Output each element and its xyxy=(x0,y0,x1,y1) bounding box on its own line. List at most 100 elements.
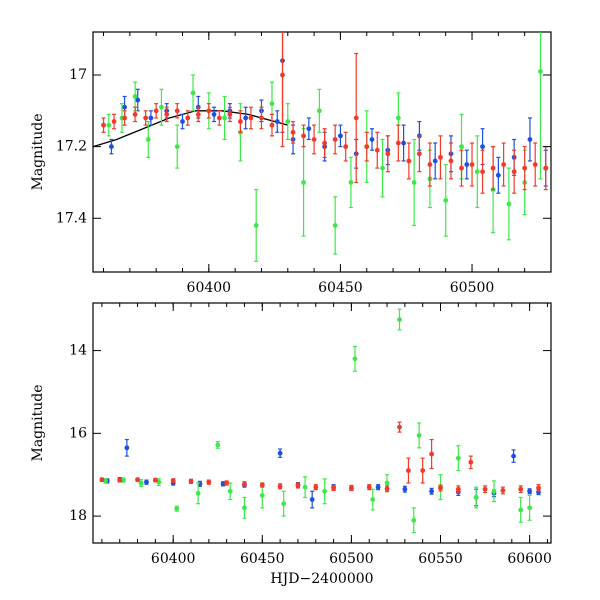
red-point xyxy=(532,162,538,167)
red-point xyxy=(500,488,506,493)
x-tick-label: 60550 xyxy=(418,551,463,567)
red-point xyxy=(311,137,317,142)
blue-point xyxy=(464,162,470,167)
red-point xyxy=(416,151,422,157)
blue-point xyxy=(211,111,217,117)
green-point xyxy=(380,165,385,171)
red-point xyxy=(459,165,464,171)
x-tick-label: 60400 xyxy=(151,551,196,567)
red-point xyxy=(406,158,412,164)
red-point xyxy=(238,119,243,124)
red-point xyxy=(277,483,283,489)
red-point xyxy=(331,485,336,491)
red-point xyxy=(206,108,212,114)
red-point xyxy=(536,485,541,491)
blue-point xyxy=(402,486,408,492)
green-point xyxy=(159,104,164,110)
bottom-plot-area xyxy=(99,308,541,534)
y-tick-label: 17 xyxy=(69,67,87,83)
red-point xyxy=(322,140,328,146)
red-point xyxy=(469,162,475,167)
green-point xyxy=(174,506,180,512)
red-point xyxy=(153,108,159,114)
blue-point xyxy=(148,115,154,121)
red-point xyxy=(406,468,411,473)
x-tick-label: 60450 xyxy=(318,280,363,296)
green-point xyxy=(269,101,275,107)
red-point xyxy=(385,151,391,157)
top-plot-frame xyxy=(92,31,552,273)
green-point xyxy=(322,488,328,494)
x-tick-label: 60500 xyxy=(329,551,374,567)
blue-point xyxy=(527,488,533,494)
red-point xyxy=(152,477,158,483)
blue-point xyxy=(144,479,149,485)
red-point xyxy=(135,477,140,483)
blue-point xyxy=(277,450,283,456)
red-point xyxy=(259,482,265,488)
green-point xyxy=(301,180,306,185)
green-point xyxy=(302,484,308,490)
red-point xyxy=(395,140,401,146)
red-point xyxy=(290,129,296,135)
green-point xyxy=(411,180,417,185)
red-point xyxy=(543,165,549,171)
red-point xyxy=(242,481,247,487)
green-point xyxy=(316,108,322,114)
green-point xyxy=(132,94,138,99)
green-point xyxy=(195,490,201,496)
green-point xyxy=(348,180,354,185)
red-point xyxy=(206,479,212,485)
blue-point xyxy=(243,115,249,121)
bottom-panel: 60400 60450 60500 60550 60600 14 16 18 Magnitud… xyxy=(30,302,552,587)
red-point xyxy=(188,478,194,484)
green-point xyxy=(474,169,480,175)
red-point xyxy=(420,468,426,473)
top-y-axis-label: Magnitude xyxy=(30,113,46,190)
red-point xyxy=(482,486,488,492)
red-point xyxy=(132,111,138,117)
green-point xyxy=(395,115,401,121)
blue-point xyxy=(124,445,130,451)
green-point xyxy=(138,480,144,486)
red-point xyxy=(111,119,117,124)
green-point xyxy=(527,505,533,511)
red-point xyxy=(349,485,354,491)
red-point xyxy=(269,122,275,128)
blue-point xyxy=(429,488,434,494)
red-point xyxy=(143,115,149,121)
red-point xyxy=(480,169,485,175)
y-tick-label: 14 xyxy=(69,343,87,359)
red-point xyxy=(384,486,390,492)
blue-point xyxy=(309,497,315,502)
green-point xyxy=(227,488,233,494)
red-point xyxy=(259,115,264,121)
red-point xyxy=(427,162,433,167)
red-point xyxy=(101,122,106,128)
green-point xyxy=(120,477,126,483)
green-point xyxy=(190,90,196,96)
panel-1-data-layer xyxy=(99,308,541,534)
red-point xyxy=(397,424,402,430)
red-point xyxy=(313,484,319,490)
green-point xyxy=(397,317,402,322)
top-panel: 60400 60450 60500 17 17.2 17.4 Magnitude xyxy=(30,31,552,296)
green-point xyxy=(416,433,422,438)
y-tick-label: 17.2 xyxy=(56,139,87,155)
y-tick-label: 18 xyxy=(69,508,87,524)
green-point xyxy=(222,115,228,121)
green-point xyxy=(145,137,151,142)
x-tick-label: 60600 xyxy=(507,551,552,567)
red-point xyxy=(216,115,222,121)
red-point xyxy=(366,484,372,490)
green-point xyxy=(285,119,291,124)
x-tick-label: 60450 xyxy=(240,551,285,567)
green-point xyxy=(473,495,479,500)
red-point xyxy=(280,72,285,78)
blue-point xyxy=(369,137,375,142)
blue-point xyxy=(495,172,501,178)
y-tick-label: 17.4 xyxy=(56,210,87,226)
green-point xyxy=(253,223,259,228)
blue-point xyxy=(274,119,280,124)
red-point xyxy=(174,108,180,114)
